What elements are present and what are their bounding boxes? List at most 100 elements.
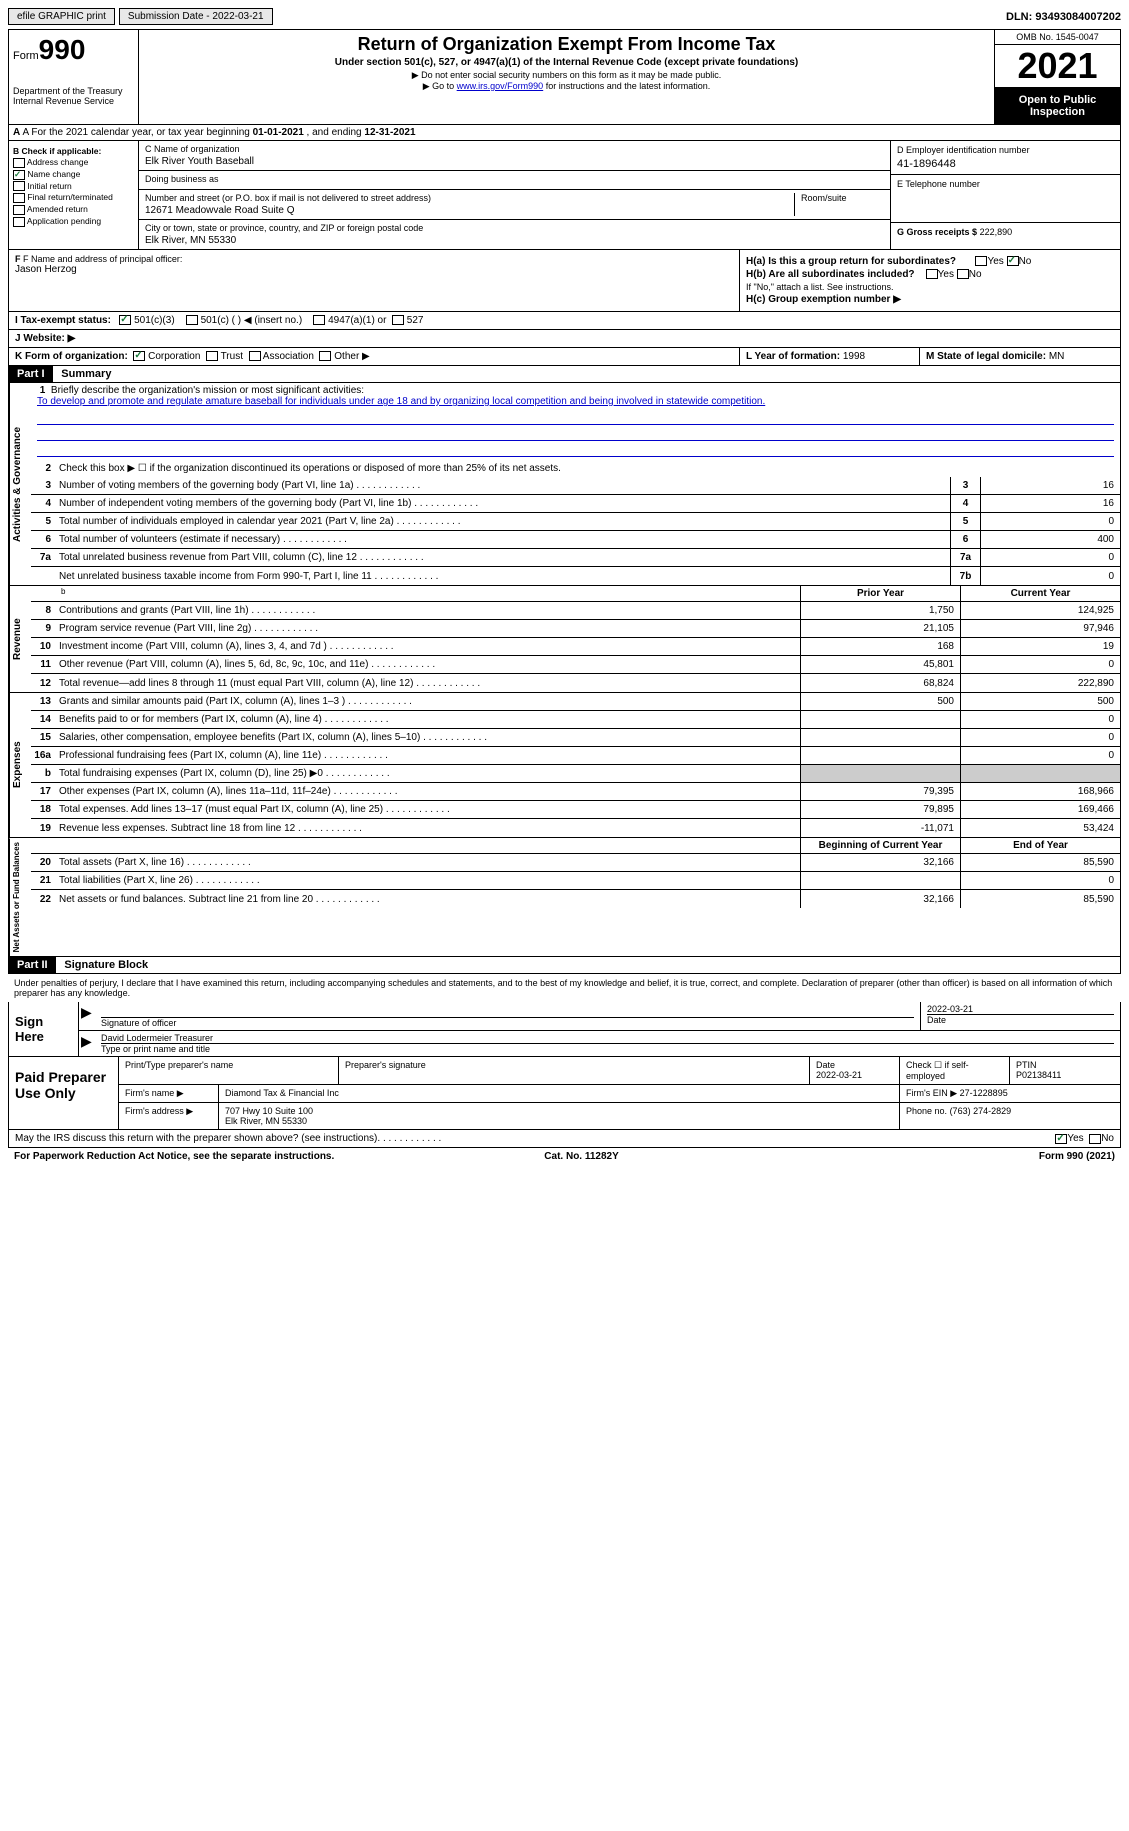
summary-net: Net Assets or Fund Balances Beginning of… [8,838,1121,957]
summary-activities: Activities & Governance 1 Briefly descri… [8,383,1121,586]
checkbox-pending[interactable] [13,217,25,227]
prep-sig-label: Preparer's signature [339,1057,810,1084]
firm-addr: 707 Hwy 10 Suite 100 [225,1106,893,1116]
summary-line: bTotal fundraising expenses (Part IX, co… [31,765,1120,783]
addr-value: 12671 Meadowvale Road Suite Q [145,205,794,216]
net-header: Beginning of Current Year End of Year [31,838,1120,854]
line2-text: Check this box ▶ ☐ if the organization d… [55,461,1120,476]
cb-501c[interactable] [186,315,198,325]
part1-title: Summary [61,368,111,380]
arrow-icon: ▶ [79,1002,95,1030]
phone-label: E Telephone number [897,179,1114,189]
form-subtitle: Under section 501(c), 527, or 4947(a)(1)… [143,57,990,68]
preparer-section: Paid Preparer Use Only Print/Type prepar… [8,1057,1121,1130]
form-title: Return of Organization Exempt From Incom… [143,34,990,55]
cb-assoc[interactable] [249,351,261,361]
row-klm: K Form of organization: Corporation Trus… [8,348,1121,366]
dba-label: Doing business as [145,174,884,184]
dept-text: Department of the Treasury Internal Reve… [13,86,134,106]
checkbox-name-change[interactable] [13,170,25,180]
paid-preparer-label: Paid Preparer Use Only [9,1057,119,1129]
cb-trust[interactable] [206,351,218,361]
tax-year: 2021 [995,45,1120,88]
summary-line: 14Benefits paid to or for members (Part … [31,711,1120,729]
hb-yes[interactable] [926,269,938,279]
officer-label: F F Name and address of principal office… [15,254,733,264]
side-activities: Activities & Governance [9,383,31,585]
checkbox-final[interactable] [13,193,25,203]
blank-line [37,427,1114,441]
sig-date: 2022-03-21 [927,1004,1114,1015]
summary-line: 12Total revenue—add lines 8 through 11 (… [31,674,1120,692]
cb-corp[interactable] [133,351,145,361]
part2-title: Signature Block [64,959,148,971]
officer-name: Jason Herzog [15,264,733,275]
summary-line: 10Investment income (Part VIII, column (… [31,638,1120,656]
summary-line: 13Grants and similar amounts paid (Part … [31,693,1120,711]
part2-bar: Part II Signature Block [8,957,1121,974]
cb-other[interactable] [319,351,331,361]
discuss-row: May the IRS discuss this return with the… [8,1130,1121,1148]
title-box: Return of Organization Exempt From Incom… [139,30,995,124]
summary-line: 9Program service revenue (Part VIII, lin… [31,620,1120,638]
date-label: Date [927,1015,1114,1025]
checkbox-address[interactable] [13,158,25,168]
omb-number: OMB No. 1545-0047 [995,30,1120,45]
cb-527[interactable] [392,315,404,325]
summary-line: 19Revenue less expenses. Subtract line 1… [31,819,1120,837]
gross-value: 222,890 [980,227,1013,237]
summary-line: 22Net assets or fund balances. Subtract … [31,890,1120,908]
row-i: I Tax-exempt status: 501(c)(3) 501(c) ( … [8,312,1121,330]
summary-line: 16aProfessional fundraising fees (Part I… [31,747,1120,765]
discuss-yes[interactable] [1055,1134,1067,1144]
summary-line: 7aTotal unrelated business revenue from … [31,549,1120,567]
col-b: B Check if applicable: Address change Na… [9,141,139,249]
ha-no[interactable] [1007,256,1019,266]
summary-line: 17Other expenses (Part IX, column (A), l… [31,783,1120,801]
inspection-label: Open to Public Inspection [995,88,1120,124]
col-c: C Name of organization Elk River Youth B… [139,141,890,249]
col-de: D Employer identification number 41-1896… [890,141,1120,249]
part1-bar: Part I Summary [8,366,1121,383]
top-bar: efile GRAPHIC print Submission Date - 20… [8,8,1121,25]
row-a: A A For the 2021 calendar year, or tax y… [8,125,1121,141]
arrow-icon: ▶ [79,1031,95,1056]
form-header: Form990 Department of the Treasury Inter… [8,29,1121,125]
row-j: J Website: ▶ [8,330,1121,348]
declaration: Under penalties of perjury, I declare th… [8,974,1121,1002]
firm-city: Elk River, MN 55330 [225,1116,893,1126]
ha-yes[interactable] [975,256,987,266]
cb-4947[interactable] [313,315,325,325]
note1: ▶ Do not enter social security numbers o… [143,70,990,81]
footer: For Paperwork Reduction Act Notice, see … [8,1148,1121,1165]
revenue-header: b Prior Year Current Year [31,586,1120,602]
city-label: City or town, state or province, country… [145,223,884,233]
city-value: Elk River, MN 55330 [145,235,884,246]
cb-501c3[interactable] [119,315,131,325]
checkbox-initial[interactable] [13,181,25,191]
submission-button[interactable]: Submission Date - 2022-03-21 [119,8,273,25]
footer-right: Form 990 (2021) [1039,1151,1115,1162]
blank-line [37,411,1114,425]
irs-link[interactable]: www.irs.gov/Form990 [457,81,544,91]
section-bcd: B Check if applicable: Address change Na… [8,141,1121,250]
side-net: Net Assets or Fund Balances [9,838,31,956]
firm-name-label: Firm's name ▶ [119,1085,219,1102]
hb-no[interactable] [957,269,969,279]
mission-text: To develop and promote and regulate amat… [37,396,765,407]
note2: ▶ Go to www.irs.gov/Form990 for instruct… [143,81,990,92]
checkbox-amended[interactable] [13,205,25,215]
summary-line: 6Total number of volunteers (estimate if… [31,531,1120,549]
room-label: Room/suite [801,193,884,203]
print-name-label: Print/Type preparer's name [119,1057,339,1084]
efile-button[interactable]: efile GRAPHIC print [8,8,115,25]
discuss-no[interactable] [1089,1134,1101,1144]
form-number-box: Form990 Department of the Treasury Inter… [9,30,139,124]
side-expenses: Expenses [9,693,31,837]
dln-text: DLN: 93493084007202 [1006,11,1121,23]
summary-line: 15Salaries, other compensation, employee… [31,729,1120,747]
check-self-employed: Check ☐ if self-employed [900,1057,1010,1084]
footer-left: For Paperwork Reduction Act Notice, see … [14,1151,334,1162]
sign-here-label: Sign Here [9,1002,79,1056]
form-number: 990 [39,34,86,65]
